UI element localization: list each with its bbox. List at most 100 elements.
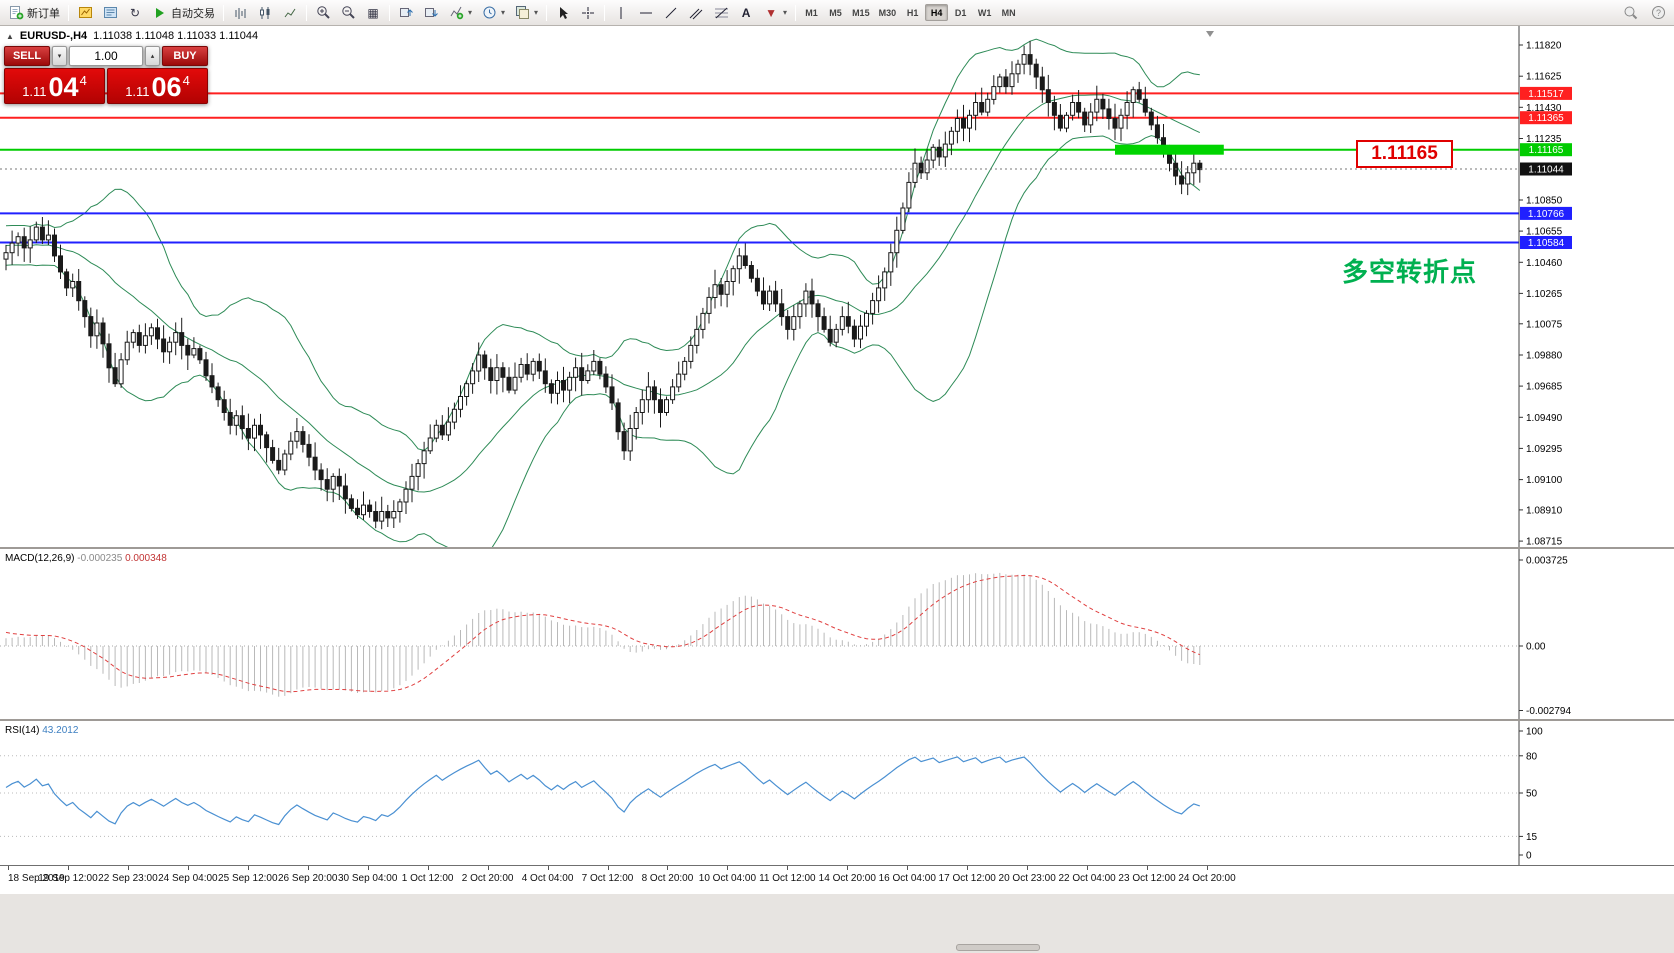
macd-tick-label: 0.003725 <box>1526 556 1568 567</box>
autotrading-label: 自动交易 <box>171 7 215 20</box>
ohlc-values: 1.11038 1.11048 1.11033 1.11044 <box>93 30 259 42</box>
macd-signal-value: 0.000348 <box>125 553 167 564</box>
rsi-svg[interactable]: 100 80 50 15 0 <box>0 721 1674 865</box>
zoom-out-button[interactable] <box>336 3 360 23</box>
price-tick-label: 1.08715 <box>1526 537 1563 547</box>
rsi-indicator-pane[interactable]: 100 80 50 15 0 <box>0 721 1674 865</box>
rsi-line <box>5 756 1200 826</box>
arrange-up-icon <box>398 5 414 21</box>
search-icon <box>1622 5 1638 21</box>
rsi-label: RSI(14) 43.2012 <box>5 725 79 736</box>
new-order-button[interactable]: 新订单 <box>4 3 64 23</box>
horizontal-scrollbar-thumb[interactable] <box>956 944 1040 951</box>
text-tool-button[interactable]: A <box>734 3 758 23</box>
timeframe-button-m5[interactable]: M5 <box>824 4 847 21</box>
arrange-down-icon <box>423 5 439 21</box>
market-watch-button[interactable] <box>98 3 122 23</box>
time-axis-label: 22 Oct 04:00 <box>1058 873 1116 884</box>
bid-price-label <box>1520 162 1572 176</box>
macd-svg[interactable]: 0.003725 0.00 -0.002794 <box>0 549 1674 719</box>
timeframe-button-mn[interactable]: MN <box>997 4 1020 21</box>
timeframe-button-m15[interactable]: M15 <box>848 4 874 21</box>
timeframe-button-m1[interactable]: M1 <box>800 4 823 21</box>
indicators-icon <box>448 5 464 21</box>
buy-button[interactable]: BUY <box>162 46 208 66</box>
horizontal-line-tool-button[interactable] <box>634 3 658 23</box>
timeframe-button-w1[interactable]: W1 <box>973 4 996 21</box>
time-axis-label: 7 Oct 12:00 <box>581 873 634 884</box>
autotrading-button[interactable]: 自动交易 <box>148 3 219 23</box>
price-tick-label: 1.09490 <box>1526 413 1563 424</box>
timeframe-button-h4[interactable]: H4 <box>925 4 949 21</box>
pane-divider[interactable] <box>0 547 1674 549</box>
macd-indicator-pane[interactable]: 0.003725 0.00 -0.002794 <box>0 549 1674 719</box>
price-tick-label: 1.10655 <box>1526 227 1563 238</box>
main-chart-pane[interactable]: 1.11820 1.11625 1.11430 1.11235 1.10850 1.106… <box>0 26 1674 547</box>
arrange-up-button[interactable] <box>394 3 418 23</box>
toolbar-separator <box>604 4 606 21</box>
crosshair-icon <box>580 5 596 21</box>
volume-increase-button[interactable]: ▴ <box>145 46 160 66</box>
svg-text:1.11044: 1.11044 <box>1528 165 1564 176</box>
time-axis-label: 8 Oct 20:00 <box>641 873 694 884</box>
refresh-button[interactable]: ↻ <box>123 3 147 23</box>
sell-price-pips: 04 <box>48 72 79 103</box>
price-tick-label: 1.11820 <box>1526 41 1562 52</box>
time-axis-label: 17 Oct 12:00 <box>938 873 996 884</box>
time-axis-label: 19 Sep 12:00 <box>38 873 98 884</box>
timeframe-button-d1[interactable]: D1 <box>949 4 972 21</box>
toolbar-separator <box>389 4 390 21</box>
new-chart-button[interactable] <box>73 3 97 23</box>
price-callout-box[interactable]: 1.11165 <box>1356 140 1453 168</box>
buy-price-button[interactable]: 1.11 06 4 <box>107 68 208 104</box>
price-tick-label: 1.11430 <box>1526 103 1562 114</box>
timeframe-button-m30[interactable]: M30 <box>875 4 901 21</box>
zoom-in-button[interactable] <box>311 3 335 23</box>
timeframe-button-h1[interactable]: H1 <box>901 4 924 21</box>
cursor-icon <box>555 5 571 21</box>
bottom-strip <box>0 894 1674 953</box>
time-axis[interactable]: 18 Sep 2019 19 Sep 12:00 22 Sep 23:00 24 Se… <box>0 865 1674 894</box>
search-button[interactable] <box>1618 3 1642 23</box>
new-chart-icon <box>77 5 93 21</box>
time-axis-label: 24 Oct 20:00 <box>1178 873 1236 884</box>
cursor-tool-button[interactable] <box>551 3 575 23</box>
help-button[interactable]: ? <box>1646 3 1670 23</box>
price-tick-label: 1.11625 <box>1526 72 1562 83</box>
bar-chart-icon <box>232 5 248 21</box>
bar-chart-type-button[interactable] <box>228 3 252 23</box>
sell-price-button[interactable]: 1.11 04 4 <box>4 68 105 104</box>
vertical-line-tool-button[interactable] <box>609 3 633 23</box>
time-axis-label: 30 Sep 04:00 <box>337 873 398 884</box>
fibonacci-tool-button[interactable] <box>709 3 733 23</box>
price-tick-label: 1.10265 <box>1526 289 1563 300</box>
toolbar-separator <box>795 4 797 21</box>
bollinger-lower-band <box>5 135 1201 547</box>
price-tick-label: 1.11235 <box>1526 134 1562 145</box>
chart-annotation-text[interactable]: 多空转折点 <box>1342 257 1478 287</box>
price-tick-label: 1.09880 <box>1526 351 1563 362</box>
clock-icon <box>481 5 497 21</box>
indicators-button[interactable]: ▾ <box>444 3 476 23</box>
candle-chart-type-button[interactable] <box>253 3 277 23</box>
templates-button[interactable]: ▾ <box>510 3 542 23</box>
volume-input[interactable] <box>69 46 143 66</box>
svg-text:1.11365: 1.11365 <box>1528 113 1564 124</box>
time-axis-label: 22 Sep 23:00 <box>98 873 158 884</box>
fibonacci-icon <box>713 5 729 21</box>
arrows-tool-button[interactable]: ▼ ▾ <box>759 3 791 23</box>
price-tick-label: 1.08910 <box>1526 505 1563 516</box>
line-chart-type-button[interactable] <box>278 3 302 23</box>
arrange-down-button[interactable] <box>419 3 443 23</box>
trendline-tool-button[interactable] <box>659 3 683 23</box>
pane-divider[interactable] <box>0 719 1674 721</box>
volume-decrease-button[interactable]: ▾ <box>52 46 67 66</box>
symbol-title: EURUSD-,H4 <box>19 30 88 42</box>
periods-button[interactable]: ▾ <box>477 3 509 23</box>
main-chart-svg[interactable]: 1.11820 1.11625 1.11430 1.11235 1.10850 1.106… <box>0 26 1674 547</box>
level-price-label <box>1520 236 1572 249</box>
crosshair-tool-button[interactable] <box>576 3 600 23</box>
channel-tool-button[interactable] <box>684 3 708 23</box>
tile-windows-button[interactable]: ▦ <box>361 3 385 23</box>
sell-button[interactable]: SELL <box>4 46 50 66</box>
